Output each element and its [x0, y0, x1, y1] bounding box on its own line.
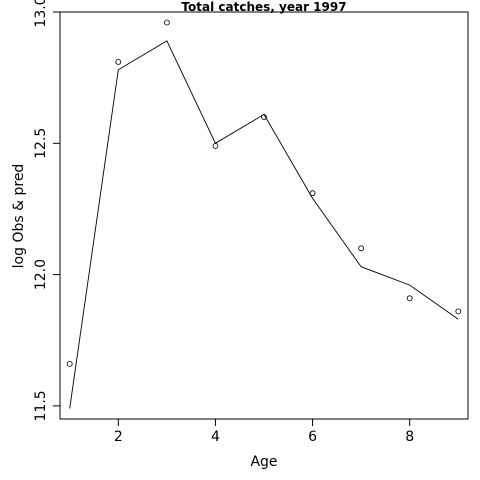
chart-title: Total catches, year 1997 — [181, 0, 346, 14]
y-tick-label: 11.5 — [33, 390, 49, 421]
series-layer — [66, 19, 462, 409]
y-axis-label: log Obs & pred — [11, 164, 27, 269]
y-tick-label: 13.0 — [33, 0, 49, 28]
observed-point — [115, 58, 122, 65]
x-tick-label: 8 — [405, 429, 414, 445]
observed-point — [212, 143, 219, 149]
y-axis: 11.5 12.0 12.5 13.0 — [33, 0, 61, 421]
observed-point — [455, 308, 462, 315]
x-tick-label: 4 — [211, 429, 220, 445]
observed-point — [163, 19, 170, 26]
y-tick-label: 12.5 — [33, 128, 49, 159]
x-tick-label: 2 — [114, 429, 123, 445]
x-axis: 2 4 6 8 — [114, 418, 414, 445]
x-axis-label: Age — [250, 454, 277, 470]
plot-frame — [59, 11, 469, 420]
observed-point — [406, 295, 413, 302]
y-tick-label: 12.0 — [33, 259, 49, 290]
predicted-line — [69, 40, 459, 409]
observed-point — [66, 360, 73, 367]
observed-point — [358, 245, 365, 252]
x-tick-label: 6 — [308, 429, 317, 445]
